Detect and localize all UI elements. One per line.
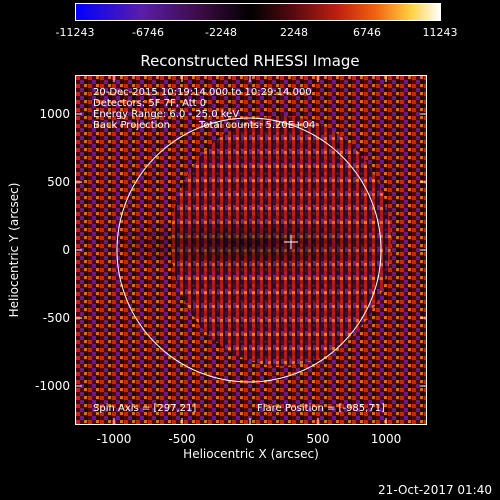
- y-tick-label: 0: [62, 243, 70, 257]
- info-total-counts: Total counts: 5.20E+04: [199, 120, 316, 131]
- x-tick-label: 0: [246, 432, 254, 446]
- x-axis-title: Heliocentric X (arcsec): [183, 447, 319, 461]
- colorbar-tick: 6746: [353, 26, 381, 39]
- info-method: Back Projection: [93, 120, 170, 131]
- colorbar: [75, 3, 441, 21]
- plot-title: Reconstructed RHESSI Image: [140, 52, 360, 70]
- info-energy-range: Energy Range: 6.0 - 25.0 keV: [93, 109, 240, 120]
- x-tick-label: -500: [168, 432, 196, 446]
- y-tick-label: -1000: [35, 379, 70, 393]
- colorbar-tick: -11243: [55, 26, 95, 39]
- info-spin-axis: Spin Axis = [297,21]: [93, 403, 197, 414]
- y-tick-label: 1000: [39, 107, 70, 121]
- x-tick-label: 500: [306, 432, 330, 446]
- colorbar-tick: 2248: [280, 26, 308, 39]
- y-tick-label: 500: [47, 175, 70, 189]
- info-detectors: Detectors: 5F 7F, Att 0: [93, 98, 207, 109]
- x-tick-label: -1000: [96, 432, 132, 446]
- y-axis-title: Heliocentric Y (arcsec): [7, 182, 21, 318]
- y-tick-label: -500: [42, 311, 70, 325]
- info-flare-position: Flare Position = [-985,71]: [257, 403, 385, 414]
- info-time-range: 20-Dec-2015 10:19:14.000 to 10:29:14.000: [93, 87, 312, 98]
- colorbar-tick: -2248: [205, 26, 237, 39]
- colorbar-tick: 11243: [422, 26, 458, 39]
- x-tick-label: 1000: [370, 432, 402, 446]
- footer-timestamp: 21-Oct-2017 01:40: [378, 483, 492, 497]
- colorbar-tick: -6746: [132, 26, 164, 39]
